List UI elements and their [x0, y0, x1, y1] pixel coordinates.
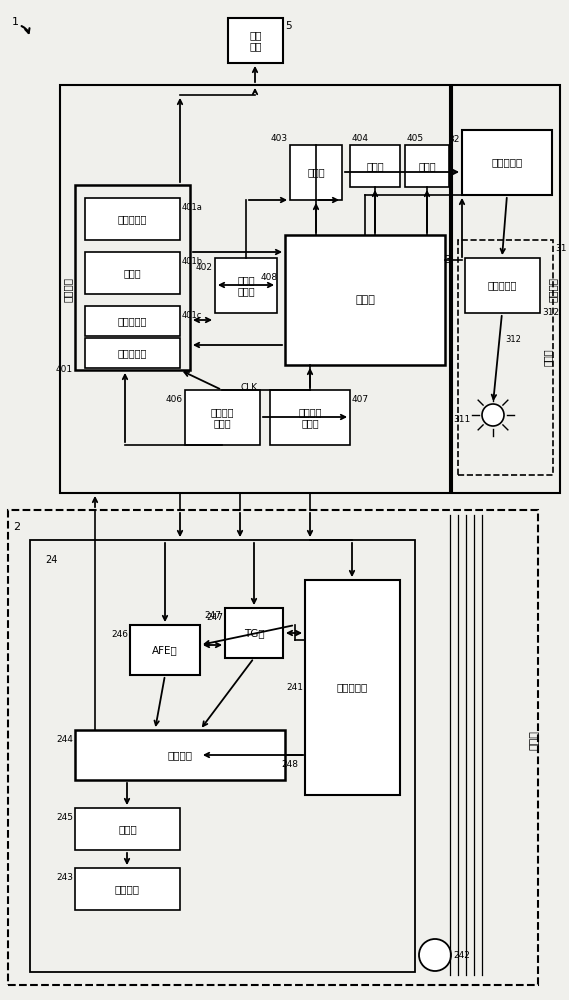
FancyBboxPatch shape — [285, 235, 445, 365]
Text: 404: 404 — [352, 134, 369, 143]
FancyBboxPatch shape — [75, 808, 180, 850]
Text: 402: 402 — [196, 263, 213, 272]
FancyBboxPatch shape — [405, 145, 449, 187]
Text: 243: 243 — [56, 873, 73, 882]
Text: 401: 401 — [56, 365, 73, 374]
Text: 光源装置: 光源装置 — [548, 276, 558, 302]
FancyBboxPatch shape — [85, 198, 180, 240]
Text: 整形器: 整形器 — [118, 824, 137, 834]
FancyBboxPatch shape — [85, 252, 180, 294]
Text: 摄像控制部: 摄像控制部 — [337, 682, 368, 692]
Text: 处理装置: 处理装置 — [63, 276, 73, 302]
Text: 同步信号
生成部: 同步信号 生成部 — [298, 407, 321, 428]
Text: AFE部: AFE部 — [152, 645, 178, 655]
Text: 406: 406 — [166, 395, 183, 404]
Text: 输入部: 输入部 — [366, 161, 384, 171]
Text: 312: 312 — [542, 308, 559, 317]
FancyBboxPatch shape — [215, 258, 277, 313]
FancyBboxPatch shape — [350, 145, 400, 187]
Text: 5: 5 — [285, 21, 292, 31]
Text: 32: 32 — [448, 135, 460, 144]
Text: 记录部: 记录部 — [418, 161, 436, 171]
Text: 241: 241 — [286, 682, 303, 692]
Text: 2: 2 — [13, 522, 20, 532]
Text: 246: 246 — [111, 630, 128, 639]
Text: 311: 311 — [453, 416, 471, 424]
Text: 24: 24 — [45, 555, 57, 565]
Circle shape — [482, 404, 504, 426]
FancyBboxPatch shape — [305, 580, 400, 795]
Text: 照明部: 照明部 — [543, 348, 553, 366]
Text: 245: 245 — [56, 813, 73, 822]
Text: 312: 312 — [505, 336, 521, 344]
Text: 405: 405 — [407, 134, 424, 143]
FancyBboxPatch shape — [290, 145, 342, 200]
FancyBboxPatch shape — [228, 18, 283, 63]
Text: 401c: 401c — [182, 311, 203, 320]
Text: 401b: 401b — [182, 257, 203, 266]
Text: 3: 3 — [444, 255, 450, 265]
Text: 1: 1 — [11, 17, 19, 27]
Text: 403: 403 — [271, 134, 288, 143]
Text: 明亮度
检测部: 明亮度 检测部 — [237, 275, 255, 296]
Text: CLK: CLK — [241, 382, 258, 391]
Text: 分离部: 分离部 — [123, 268, 141, 278]
FancyBboxPatch shape — [85, 338, 180, 368]
Text: 242: 242 — [453, 950, 470, 960]
Text: 光检感器: 光检感器 — [115, 884, 140, 894]
FancyBboxPatch shape — [225, 608, 283, 658]
Text: 调光部: 调光部 — [307, 167, 325, 178]
Text: 去马赛克部: 去马赛克部 — [118, 316, 147, 326]
Text: 247: 247 — [206, 613, 223, 622]
FancyBboxPatch shape — [130, 625, 200, 675]
Text: 31: 31 — [555, 244, 567, 253]
Text: 247: 247 — [204, 611, 221, 620]
FancyBboxPatch shape — [462, 130, 552, 195]
Text: 244: 244 — [56, 735, 73, 744]
Text: 照明控制部: 照明控制部 — [492, 157, 522, 167]
FancyBboxPatch shape — [465, 258, 540, 313]
FancyBboxPatch shape — [270, 390, 350, 445]
Text: 内窥镜: 内窥镜 — [530, 730, 540, 750]
FancyBboxPatch shape — [185, 390, 260, 445]
Text: 407: 407 — [352, 395, 369, 404]
FancyBboxPatch shape — [75, 730, 285, 780]
Text: 248: 248 — [281, 760, 298, 769]
Text: 图像生成部: 图像生成部 — [118, 348, 147, 358]
Text: TG部: TG部 — [244, 628, 265, 638]
Text: 基准时钟
生成部: 基准时钟 生成部 — [211, 407, 234, 428]
Text: 图像处理部: 图像处理部 — [118, 214, 147, 224]
Text: 401a: 401a — [182, 203, 203, 212]
Text: 摄像元件: 摄像元件 — [167, 750, 192, 760]
FancyBboxPatch shape — [75, 868, 180, 910]
Circle shape — [419, 939, 451, 971]
FancyBboxPatch shape — [85, 306, 180, 336]
Text: 控制部: 控制部 — [355, 295, 375, 305]
Text: 408: 408 — [261, 273, 278, 282]
Text: 显示
装置: 显示 装置 — [249, 30, 262, 51]
Text: 光源驱动器: 光源驱动器 — [488, 280, 517, 290]
